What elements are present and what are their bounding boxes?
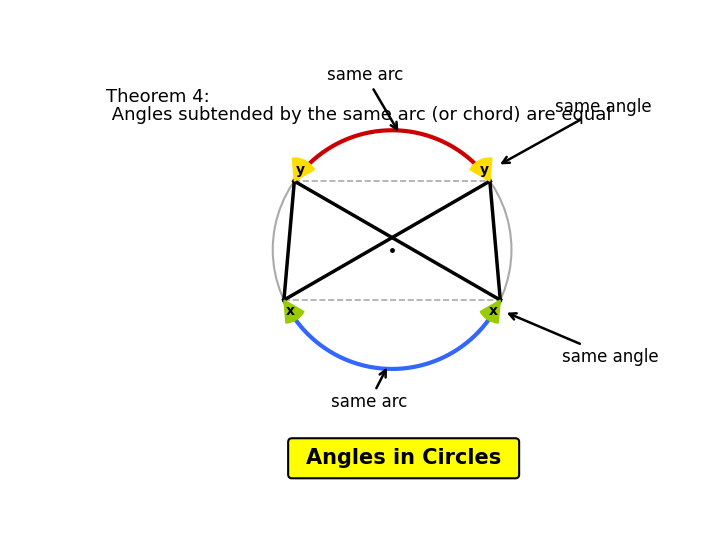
Text: y: y xyxy=(480,163,488,177)
Wedge shape xyxy=(470,158,492,181)
Text: x: x xyxy=(287,304,295,318)
Text: Theorem 4:: Theorem 4: xyxy=(106,88,210,106)
Text: same angle: same angle xyxy=(509,313,659,366)
Wedge shape xyxy=(292,158,315,181)
Wedge shape xyxy=(480,300,500,323)
Text: Angles subtended by the same arc (or chord) are equal: Angles subtended by the same arc (or cho… xyxy=(106,106,611,124)
FancyBboxPatch shape xyxy=(288,438,519,478)
Wedge shape xyxy=(284,300,304,323)
Text: same arc: same arc xyxy=(330,370,408,411)
Text: same angle: same angle xyxy=(503,98,652,163)
Text: same arc: same arc xyxy=(327,66,403,129)
Text: x: x xyxy=(489,304,498,318)
Text: Angles in Circles: Angles in Circles xyxy=(306,448,501,468)
Text: y: y xyxy=(296,163,305,177)
